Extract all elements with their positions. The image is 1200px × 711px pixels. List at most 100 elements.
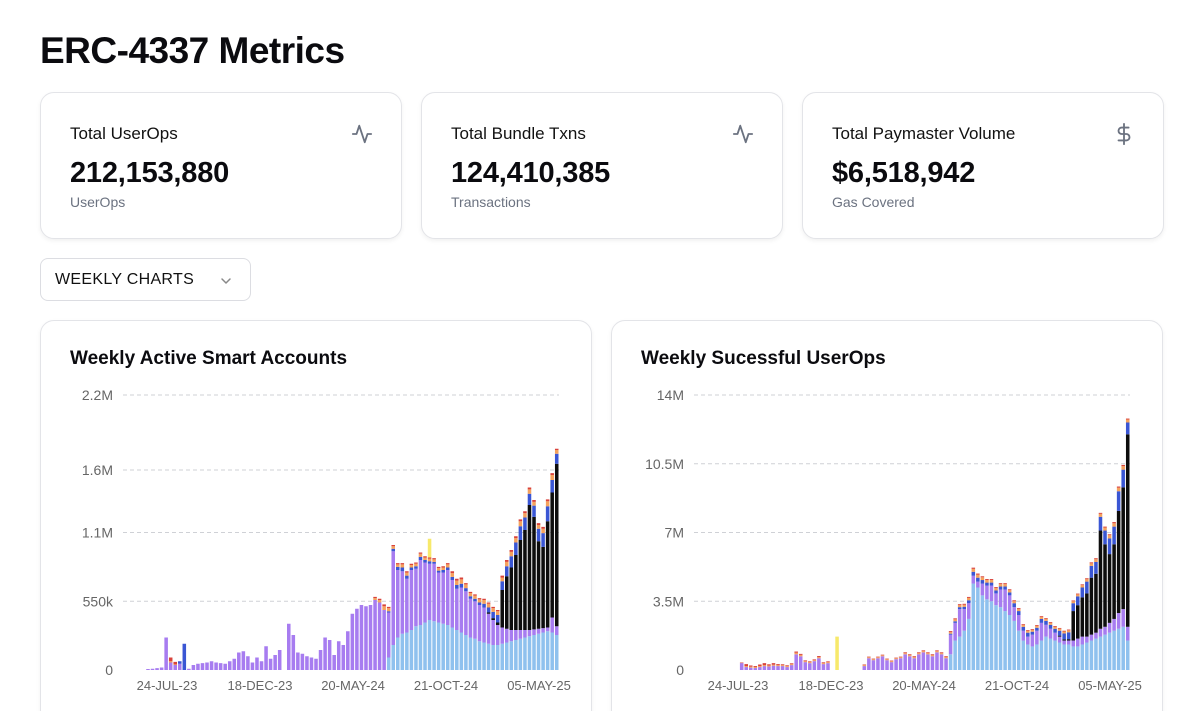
bar-segment bbox=[305, 656, 309, 670]
bar-segment bbox=[1089, 562, 1094, 564]
bar-segment bbox=[436, 570, 441, 573]
x-tick-label: 21-OCT-24 bbox=[414, 678, 478, 693]
bar-segment bbox=[1098, 530, 1103, 629]
y-tick-label: 0 bbox=[676, 662, 684, 678]
bar-segment bbox=[355, 608, 359, 670]
bar-segment bbox=[1035, 625, 1039, 626]
bar-segment bbox=[146, 669, 150, 670]
bar-segment bbox=[1076, 638, 1080, 647]
y-tick-label: 7M bbox=[665, 525, 684, 541]
bar-segment bbox=[500, 627, 504, 644]
bar-segment bbox=[500, 577, 504, 582]
bar-segment bbox=[400, 564, 405, 568]
bar-segment bbox=[187, 668, 191, 670]
bar-segment bbox=[482, 598, 486, 600]
bar-segment bbox=[808, 663, 812, 671]
bar-segment bbox=[785, 667, 789, 670]
bar-segment bbox=[527, 493, 532, 505]
bar-segment bbox=[1048, 628, 1053, 639]
bar-segment bbox=[980, 576, 985, 578]
bar-segment bbox=[473, 638, 477, 670]
bar-segment bbox=[749, 667, 753, 670]
bar-segment bbox=[473, 595, 477, 599]
bar-segment bbox=[971, 571, 976, 576]
bar-segment bbox=[998, 607, 1003, 670]
bar-segment bbox=[1035, 644, 1039, 670]
bar-segment bbox=[409, 565, 414, 568]
bar-segment bbox=[862, 666, 867, 670]
bar-segment bbox=[350, 613, 355, 670]
bar-segment bbox=[821, 663, 826, 665]
bar-segment bbox=[473, 594, 477, 596]
bar-segment bbox=[296, 652, 300, 670]
bar-segment bbox=[1125, 626, 1130, 641]
bar-segment bbox=[762, 666, 767, 670]
bar-segment bbox=[1012, 620, 1016, 670]
bar-segment bbox=[871, 658, 876, 660]
bar-segment bbox=[1071, 600, 1075, 602]
bar-segment bbox=[532, 629, 536, 636]
bar-segment bbox=[903, 653, 907, 655]
bar-segment bbox=[418, 625, 423, 670]
bar-segment bbox=[1121, 609, 1125, 627]
bar-segment bbox=[405, 575, 409, 579]
bar-segment bbox=[1112, 544, 1116, 619]
bar-segment bbox=[445, 564, 450, 568]
bar-segment bbox=[907, 655, 912, 657]
stat-sublabel: Gas Covered bbox=[832, 194, 915, 210]
bar-segment bbox=[962, 604, 966, 607]
page-title: ERC-4337 Metrics bbox=[40, 30, 345, 71]
bar-segment bbox=[912, 658, 917, 670]
bar-segment bbox=[871, 659, 876, 661]
bar-segment bbox=[758, 667, 762, 670]
bar-segment bbox=[150, 668, 155, 670]
bar-segment bbox=[264, 646, 268, 670]
bar-segment bbox=[1066, 639, 1071, 641]
bar-segment bbox=[826, 663, 830, 671]
bar-segment bbox=[1098, 512, 1103, 514]
bar-segment bbox=[971, 583, 976, 670]
bar-segment bbox=[491, 608, 495, 612]
bar-segment bbox=[1125, 419, 1130, 423]
bar-segment bbox=[885, 660, 889, 670]
bar-segment bbox=[505, 566, 509, 577]
bar-segment bbox=[1066, 630, 1071, 633]
bar-segment bbox=[486, 612, 491, 614]
bar-segment bbox=[1039, 640, 1044, 670]
bar-segment bbox=[1112, 526, 1116, 545]
bar-segment bbox=[168, 662, 173, 670]
bar-segment bbox=[554, 453, 559, 464]
bar-segment bbox=[753, 667, 758, 669]
bar-segment bbox=[164, 637, 168, 670]
bar-segment bbox=[532, 501, 536, 506]
bar-segment bbox=[998, 589, 1003, 608]
bar-segment bbox=[980, 580, 985, 584]
bar-segment bbox=[998, 586, 1003, 590]
bar-segment bbox=[953, 619, 957, 622]
bar-segment bbox=[1026, 630, 1030, 633]
bar-segment bbox=[500, 581, 504, 590]
bar-segment bbox=[1012, 600, 1016, 602]
bar-segment bbox=[953, 618, 957, 620]
bar-segment bbox=[1039, 616, 1044, 619]
bar-segment bbox=[1121, 466, 1125, 470]
bar-segment bbox=[976, 574, 980, 578]
bar-segment bbox=[994, 588, 998, 591]
bar-segment bbox=[1098, 636, 1103, 670]
bar-segment bbox=[391, 545, 395, 547]
bar-segment bbox=[514, 630, 518, 640]
bar-segment bbox=[876, 658, 880, 670]
chart-period-select[interactable]: WEEKLY CHARTS bbox=[40, 258, 251, 301]
bar-segment bbox=[455, 585, 459, 589]
bar-segment bbox=[405, 578, 409, 633]
bar-segment bbox=[432, 559, 436, 562]
bar-segment bbox=[976, 573, 980, 575]
stat-card-bundle-txns: Total Bundle Txns 124,410,385 Transactio… bbox=[421, 92, 783, 239]
chevron-down-icon bbox=[220, 274, 232, 286]
bar-segment bbox=[495, 615, 500, 623]
bar-segment bbox=[468, 637, 473, 670]
bar-segment bbox=[1116, 510, 1121, 614]
bar-segment bbox=[1062, 633, 1066, 640]
bar-segment bbox=[962, 609, 966, 631]
bar-segment bbox=[541, 528, 545, 534]
